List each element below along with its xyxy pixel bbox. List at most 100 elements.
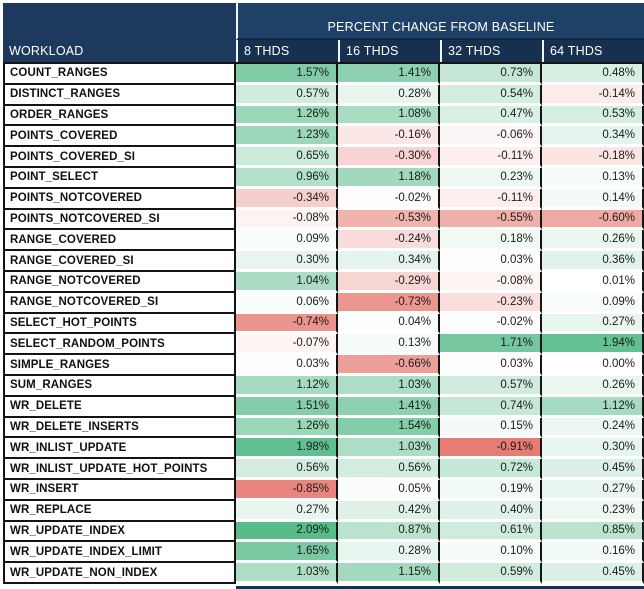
- workload-name[interactable]: ORDER_RANGES: [3, 105, 236, 127]
- value-cell[interactable]: 0.13%: [338, 334, 440, 356]
- value-cell[interactable]: 0.05%: [338, 479, 440, 501]
- value-cell[interactable]: 0.27%: [236, 500, 338, 522]
- workload-name[interactable]: WR_INLIST_UPDATE_HOT_POINTS: [3, 459, 236, 480]
- value-cell[interactable]: 1.18%: [338, 167, 440, 189]
- value-cell[interactable]: 0.47%: [440, 105, 542, 127]
- value-cell[interactable]: -0.02%: [338, 188, 440, 210]
- workload-name[interactable]: POINT_SELECT: [3, 167, 236, 189]
- value-cell[interactable]: 1.41%: [338, 396, 440, 418]
- workload-name[interactable]: SELECT_RANDOM_POINTS: [3, 334, 236, 356]
- value-cell[interactable]: -0.91%: [440, 438, 542, 460]
- value-cell[interactable]: 0.57%: [440, 375, 542, 397]
- value-cell[interactable]: 0.03%: [440, 355, 542, 376]
- value-cell[interactable]: -0.74%: [236, 313, 338, 335]
- workload-name[interactable]: WR_REPLACE: [3, 500, 236, 522]
- value-cell[interactable]: 0.42%: [338, 500, 440, 522]
- value-cell[interactable]: -0.34%: [236, 188, 338, 210]
- value-cell[interactable]: 0.72%: [440, 459, 542, 480]
- value-cell[interactable]: 0.54%: [440, 84, 542, 106]
- value-cell[interactable]: -0.60%: [542, 209, 644, 231]
- value-cell[interactable]: 1.26%: [236, 417, 338, 439]
- value-cell[interactable]: 0.36%: [542, 251, 644, 272]
- value-cell[interactable]: 0.27%: [542, 479, 644, 501]
- value-cell[interactable]: -0.24%: [338, 230, 440, 252]
- value-cell[interactable]: -0.73%: [338, 292, 440, 314]
- value-cell[interactable]: 0.48%: [542, 64, 644, 85]
- workload-name[interactable]: RANGE_COVERED_SI: [3, 251, 236, 272]
- value-cell[interactable]: 0.45%: [542, 459, 644, 480]
- value-cell[interactable]: -0.08%: [440, 271, 542, 293]
- value-cell[interactable]: -0.11%: [440, 188, 542, 210]
- value-cell[interactable]: 0.28%: [338, 542, 440, 564]
- value-cell[interactable]: 0.10%: [440, 542, 542, 564]
- value-cell[interactable]: -0.53%: [338, 209, 440, 231]
- value-cell[interactable]: -0.18%: [542, 147, 644, 168]
- workload-name[interactable]: WR_INSERT: [3, 479, 236, 501]
- value-cell[interactable]: 0.65%: [236, 147, 338, 168]
- workload-name[interactable]: SIMPLE_RANGES: [3, 355, 236, 376]
- workload-name[interactable]: RANGE_NOTCOVERED: [3, 271, 236, 293]
- workload-name[interactable]: WR_DELETE_INSERTS: [3, 417, 236, 439]
- value-cell[interactable]: 0.59%: [440, 563, 542, 584]
- value-cell[interactable]: 1.23%: [236, 126, 338, 148]
- value-cell[interactable]: -0.07%: [236, 334, 338, 356]
- value-cell[interactable]: 1.03%: [338, 375, 440, 397]
- workload-name[interactable]: DISTINCT_RANGES: [3, 84, 236, 106]
- value-cell[interactable]: 0.87%: [338, 521, 440, 543]
- value-cell[interactable]: 1.41%: [338, 64, 440, 85]
- value-cell[interactable]: 0.85%: [542, 521, 644, 543]
- value-cell[interactable]: 0.04%: [338, 313, 440, 335]
- value-cell[interactable]: 0.03%: [440, 251, 542, 272]
- workload-name[interactable]: POINTS_COVERED: [3, 126, 236, 148]
- value-cell[interactable]: 0.40%: [440, 500, 542, 522]
- value-cell[interactable]: -0.29%: [338, 271, 440, 293]
- value-cell[interactable]: 0.14%: [542, 188, 644, 210]
- value-cell[interactable]: 0.26%: [542, 230, 644, 252]
- workload-name[interactable]: POINTS_NOTCOVERED: [3, 188, 236, 210]
- value-cell[interactable]: 0.01%: [542, 271, 644, 293]
- workload-name[interactable]: WR_UPDATE_INDEX: [3, 521, 236, 543]
- value-cell[interactable]: 0.15%: [440, 417, 542, 439]
- value-cell[interactable]: -0.08%: [236, 209, 338, 231]
- workload-name[interactable]: WR_UPDATE_INDEX_LIMIT: [3, 542, 236, 564]
- value-cell[interactable]: 0.27%: [542, 313, 644, 335]
- value-cell[interactable]: 0.13%: [542, 167, 644, 189]
- value-cell[interactable]: 1.03%: [236, 563, 338, 584]
- value-cell[interactable]: 0.00%: [542, 355, 644, 376]
- value-cell[interactable]: -0.02%: [440, 313, 542, 335]
- value-cell[interactable]: 0.23%: [440, 167, 542, 189]
- workload-name[interactable]: SELECT_HOT_POINTS: [3, 313, 236, 335]
- value-cell[interactable]: 0.26%: [542, 375, 644, 397]
- value-cell[interactable]: -0.85%: [236, 479, 338, 501]
- workload-name[interactable]: RANGE_NOTCOVERED_SI: [3, 292, 236, 314]
- value-cell[interactable]: 1.65%: [236, 542, 338, 564]
- value-cell[interactable]: 0.61%: [440, 521, 542, 543]
- value-cell[interactable]: 1.54%: [338, 417, 440, 439]
- value-cell[interactable]: 0.16%: [542, 542, 644, 564]
- value-cell[interactable]: 1.71%: [440, 334, 542, 356]
- value-cell[interactable]: 1.08%: [338, 105, 440, 127]
- workload-name[interactable]: COUNT_RANGES: [3, 64, 236, 85]
- value-cell[interactable]: 2.09%: [236, 521, 338, 543]
- value-cell[interactable]: -0.55%: [440, 209, 542, 231]
- value-cell[interactable]: 0.03%: [236, 355, 338, 376]
- value-cell[interactable]: 1.94%: [542, 334, 644, 356]
- value-cell[interactable]: 0.09%: [236, 230, 338, 252]
- value-cell[interactable]: 0.23%: [542, 500, 644, 522]
- value-cell[interactable]: 0.56%: [338, 459, 440, 480]
- value-cell[interactable]: 0.74%: [440, 396, 542, 418]
- value-cell[interactable]: 0.73%: [440, 64, 542, 85]
- value-cell[interactable]: -0.16%: [338, 126, 440, 148]
- workload-name[interactable]: WR_INLIST_UPDATE: [3, 438, 236, 460]
- value-cell[interactable]: -0.23%: [440, 292, 542, 314]
- workload-name[interactable]: POINTS_COVERED_SI: [3, 147, 236, 168]
- value-cell[interactable]: 1.26%: [236, 105, 338, 127]
- value-cell[interactable]: 0.09%: [542, 292, 644, 314]
- value-cell[interactable]: -0.30%: [338, 147, 440, 168]
- value-cell[interactable]: 0.45%: [542, 563, 644, 584]
- value-cell[interactable]: 0.28%: [338, 84, 440, 106]
- value-cell[interactable]: -0.66%: [338, 355, 440, 376]
- value-cell[interactable]: 0.06%: [236, 292, 338, 314]
- value-cell[interactable]: 1.03%: [338, 438, 440, 460]
- workload-name[interactable]: POINTS_NOTCOVERED_SI: [3, 209, 236, 231]
